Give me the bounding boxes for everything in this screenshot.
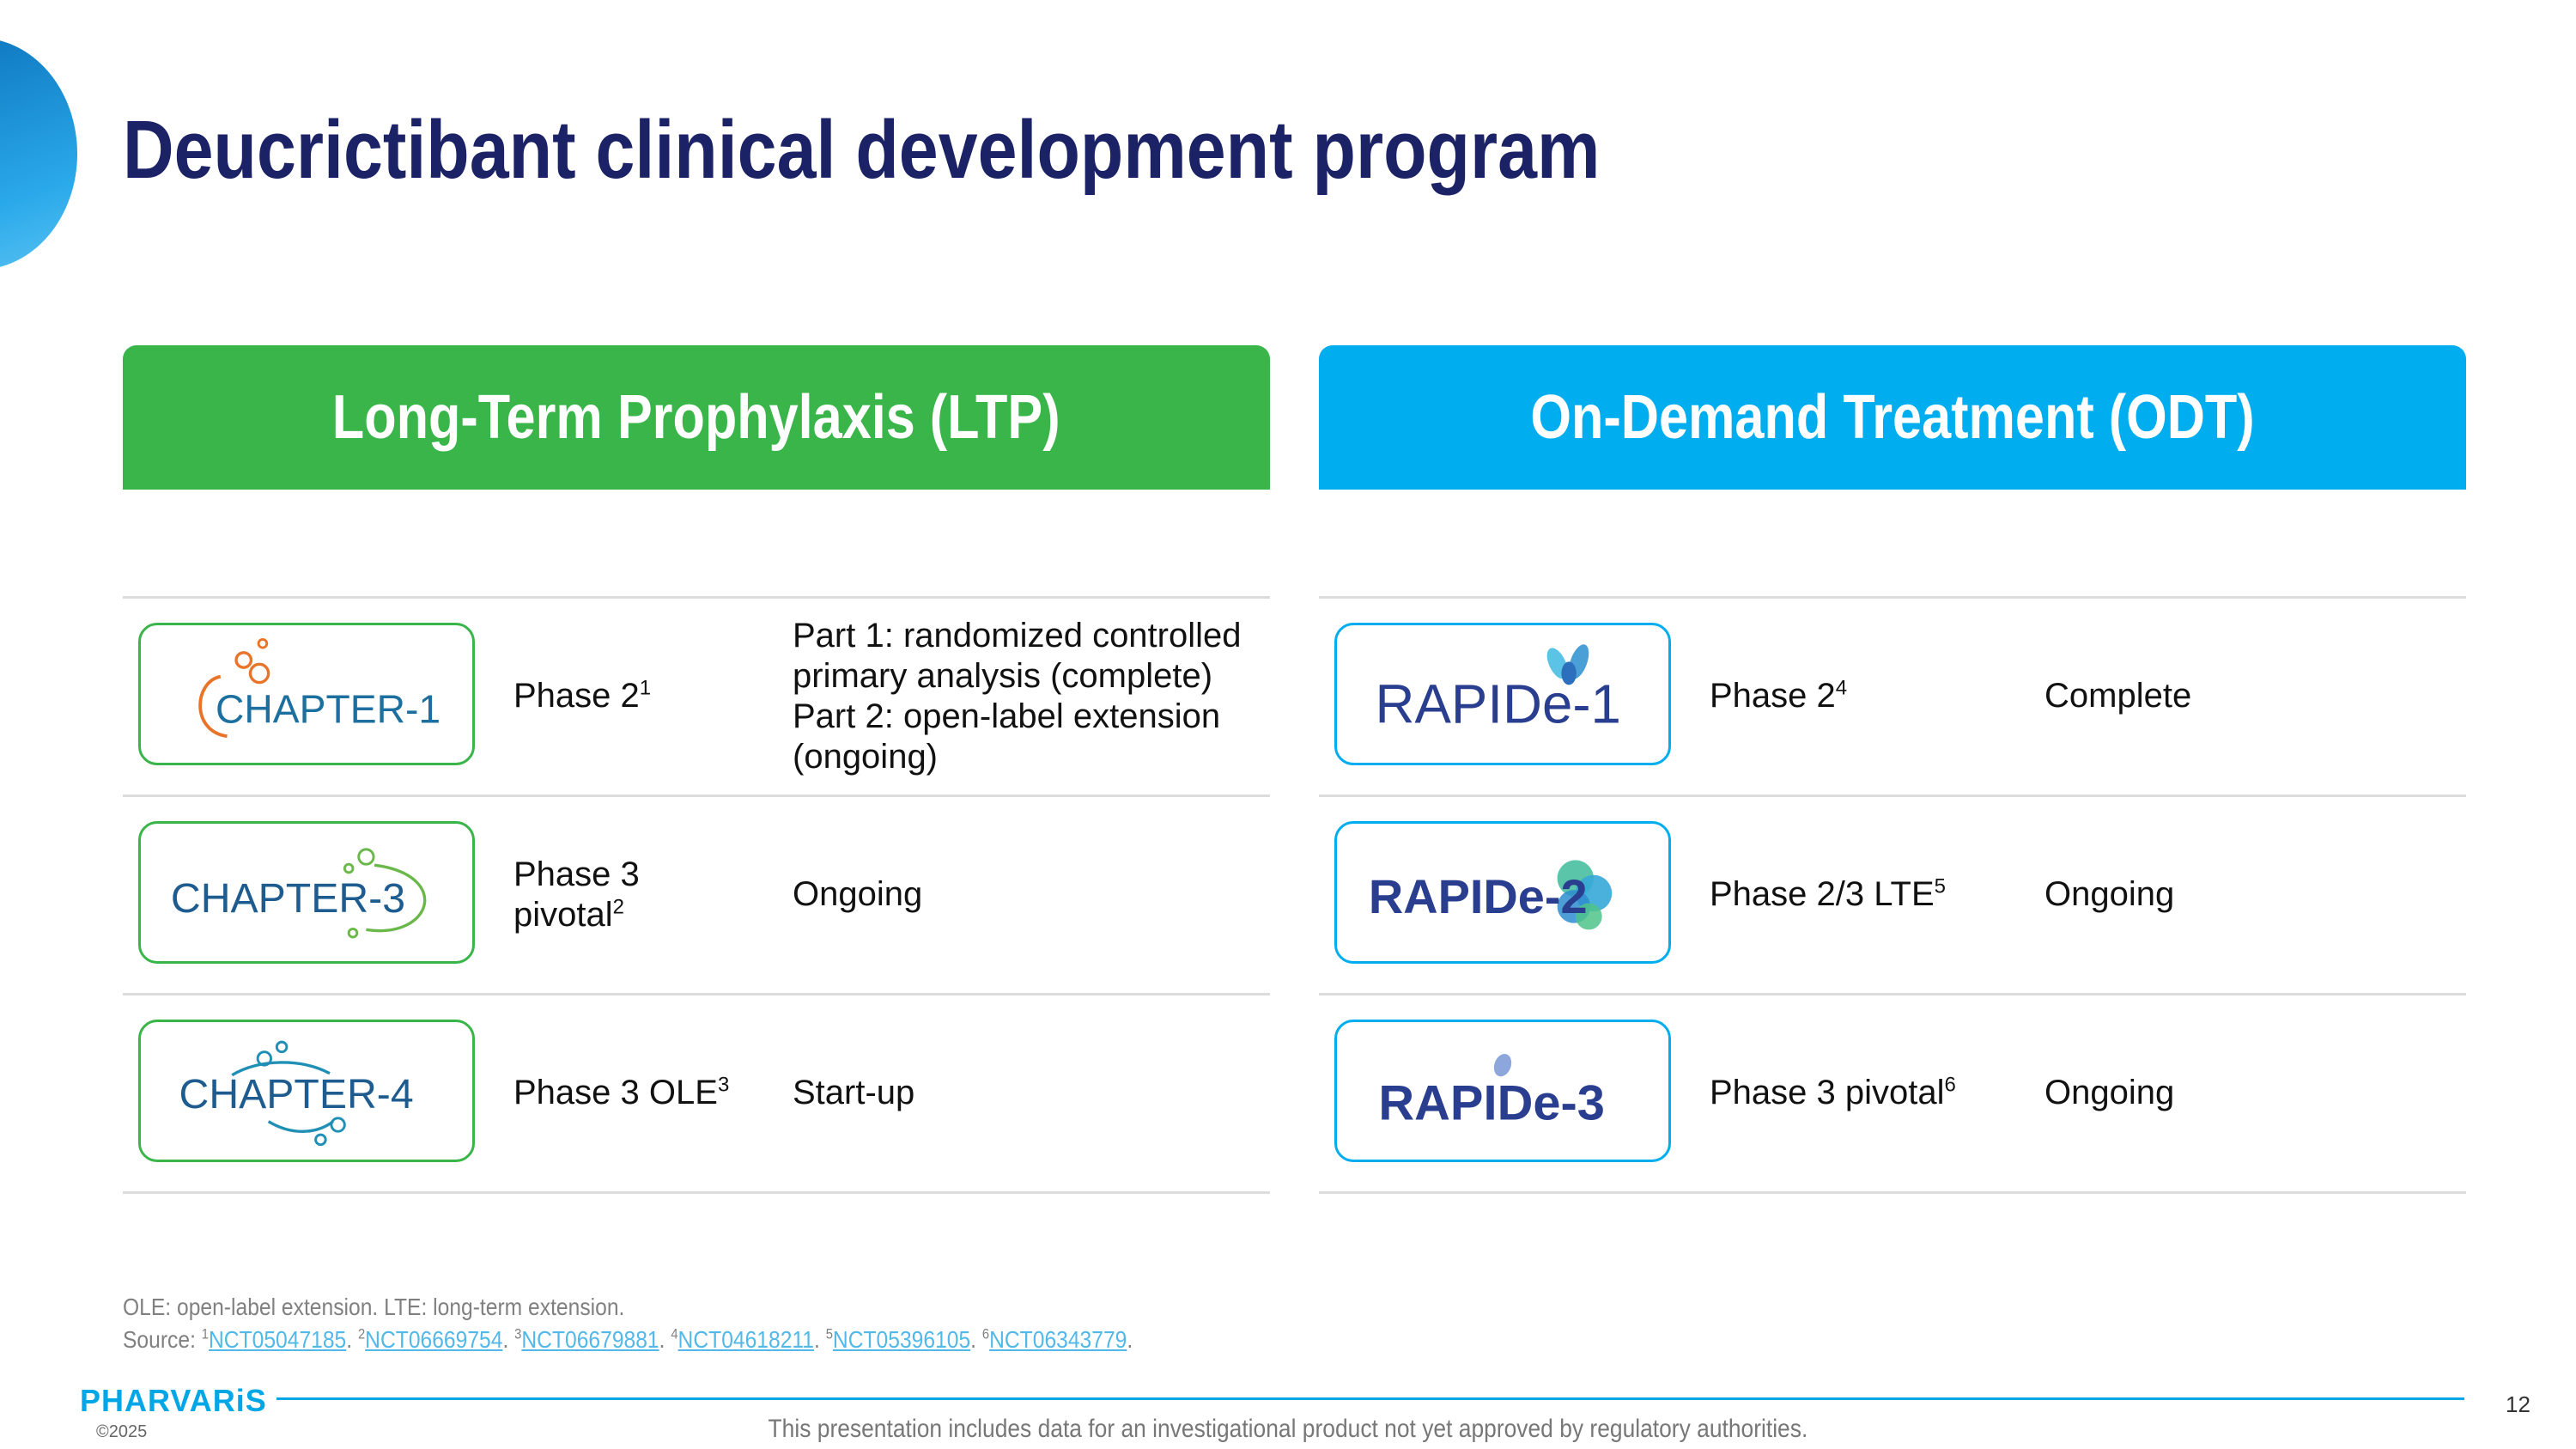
phase-cell: Phase 24 (1710, 677, 1848, 715)
table-row: CHAPTER-4 Phase 3 OLE3 Start-up (123, 995, 1270, 1194)
chapter-4-logo-graphic: CHAPTER-4 (179, 1040, 414, 1147)
source-link[interactable]: NCT06669754 (365, 1326, 503, 1353)
source-link[interactable]: NCT05396105 (832, 1326, 971, 1353)
corner-decoration (0, 38, 77, 270)
brand-logo: PHARVARiS (80, 1383, 267, 1418)
copyright: ©2025 (96, 1422, 148, 1441)
source-link[interactable]: NCT06679881 (521, 1326, 659, 1353)
page-number: 12 (2506, 1391, 2530, 1417)
source-link[interactable]: NCT05047185 (208, 1326, 347, 1353)
table-row: CHAPTER-1 Phase 21 Part 1: randomized co… (123, 599, 1270, 797)
page-title: Deucrictibant clinical development progr… (123, 104, 1601, 196)
status-cell: Ongoing (793, 875, 923, 914)
chapter-4-logo: CHAPTER-4 (138, 1020, 475, 1162)
chapter-3-logo: CHAPTER-3 (138, 821, 475, 964)
disclaimer: This presentation includes data for an i… (768, 1415, 1808, 1443)
phase-cell: Phase 3 OLE3 (513, 1074, 730, 1112)
table-row: RAPIDe-2 Phase 2/3 LTE5 Ongoing (1319, 797, 2466, 995)
status-cell: Part 1: randomized controlled primary an… (793, 616, 1242, 776)
svg-text:RAPIDe-3: RAPIDe-3 (1378, 1076, 1605, 1131)
table-row: CHAPTER-3 Phase 3 pivotal2 Ongoing (123, 797, 1270, 995)
odt-table: RAPIDe-1 Phase 24 Complete RAPIDe-2 (1319, 596, 2466, 1194)
table-row: RAPIDe-3 Phase 3 pivotal6 Ongoing (1319, 995, 2466, 1194)
status-cell: Start-up (793, 1074, 915, 1112)
rapide-1-logo-graphic: RAPIDe-1 (1376, 644, 1621, 735)
svg-text:CHAPTER-3: CHAPTER-3 (171, 875, 405, 922)
chapter-1-logo-graphic: CHAPTER-1 (198, 637, 440, 739)
status-cell: Complete (2044, 677, 2192, 715)
ltp-column: Long-Term Prophylaxis (LTP) CHAPTER-1 Ph… (123, 345, 1270, 1194)
status-cell: Ongoing (2044, 1074, 2175, 1112)
status-cell: Ongoing (2044, 875, 2175, 914)
footer-divider (276, 1397, 2464, 1400)
ltp-table: CHAPTER-1 Phase 21 Part 1: randomized co… (123, 596, 1270, 1194)
phase-cell: Phase 3 pivotal2 (513, 855, 640, 934)
rapide-3-logo-graphic: RAPIDe-3 (1378, 1054, 1605, 1131)
rapide-2-logo: RAPIDe-2 (1334, 821, 1671, 964)
source-line: Source: 1NCT05047185. 2NCT06669754. 3NCT… (123, 1325, 1133, 1353)
abbreviations-note: OLE: open-label extension. LTE: long-ter… (123, 1294, 625, 1320)
phase-cell: Phase 21 (513, 677, 652, 715)
rapide-3-logo: RAPIDe-3 (1334, 1020, 1671, 1162)
source-link[interactable]: NCT04618211 (677, 1326, 814, 1353)
rapide-1-logo: RAPIDe-1 (1334, 623, 1671, 765)
chapter-3-logo-graphic: CHAPTER-3 (171, 848, 427, 939)
svg-text:RAPIDe-2: RAPIDe-2 (1369, 869, 1588, 923)
ltp-header: Long-Term Prophylaxis (LTP) (123, 345, 1270, 490)
table-row: RAPIDe-1 Phase 24 Complete (1319, 599, 2466, 797)
phase-cell: Phase 3 pivotal6 (1710, 1074, 1956, 1112)
svg-text:RAPIDe-1: RAPIDe-1 (1376, 674, 1621, 735)
odt-column: On-Demand Treatment (ODT) RAPIDe-1 Phase… (1319, 345, 2466, 1194)
odt-header: On-Demand Treatment (ODT) (1319, 345, 2466, 490)
rapide-2-logo-graphic: RAPIDe-2 (1369, 860, 1613, 930)
source-link[interactable]: NCT06343779 (989, 1326, 1127, 1353)
svg-text:CHAPTER-1: CHAPTER-1 (216, 687, 440, 732)
phase-cell: Phase 2/3 LTE5 (1710, 875, 1946, 914)
svg-text:CHAPTER-4: CHAPTER-4 (179, 1071, 414, 1117)
chapter-1-logo: CHAPTER-1 (138, 623, 475, 765)
